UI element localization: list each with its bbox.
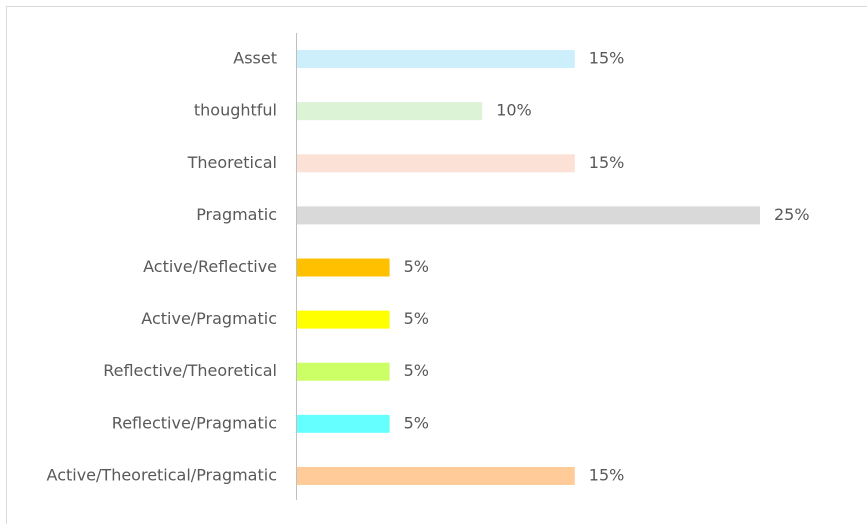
bar (297, 206, 760, 225)
value-label: 5% (404, 413, 429, 432)
bar (297, 258, 390, 277)
value-label: 5% (404, 309, 429, 328)
value-label: 25% (774, 205, 810, 224)
bar (297, 102, 483, 121)
bar (297, 50, 575, 69)
y-tick-label: Active/Reflective (143, 257, 277, 276)
value-label: 15% (589, 49, 625, 68)
bar (297, 362, 390, 381)
bar (297, 154, 575, 173)
y-tick-label: Theoretical (187, 153, 277, 172)
bar (297, 414, 390, 433)
y-tick-label: Pragmatic (196, 205, 277, 224)
bar (297, 466, 575, 485)
y-tick-label: Reflective/Pragmatic (112, 413, 277, 432)
y-tick-label: Asset (233, 49, 277, 68)
chart-frame (6, 6, 867, 524)
value-label: 15% (589, 153, 625, 172)
y-tick-label: thoughtful (194, 101, 277, 120)
bar (297, 310, 390, 329)
y-tick-label: Reflective/Theoretical (103, 361, 277, 380)
value-label: 5% (404, 257, 429, 276)
value-label: 15% (589, 465, 625, 484)
value-label: 10% (496, 101, 532, 120)
value-label: 5% (404, 361, 429, 380)
y-tick-label: Active/Pragmatic (141, 309, 277, 328)
y-tick-label: Active/Theoretical/Pragmatic (47, 465, 277, 484)
